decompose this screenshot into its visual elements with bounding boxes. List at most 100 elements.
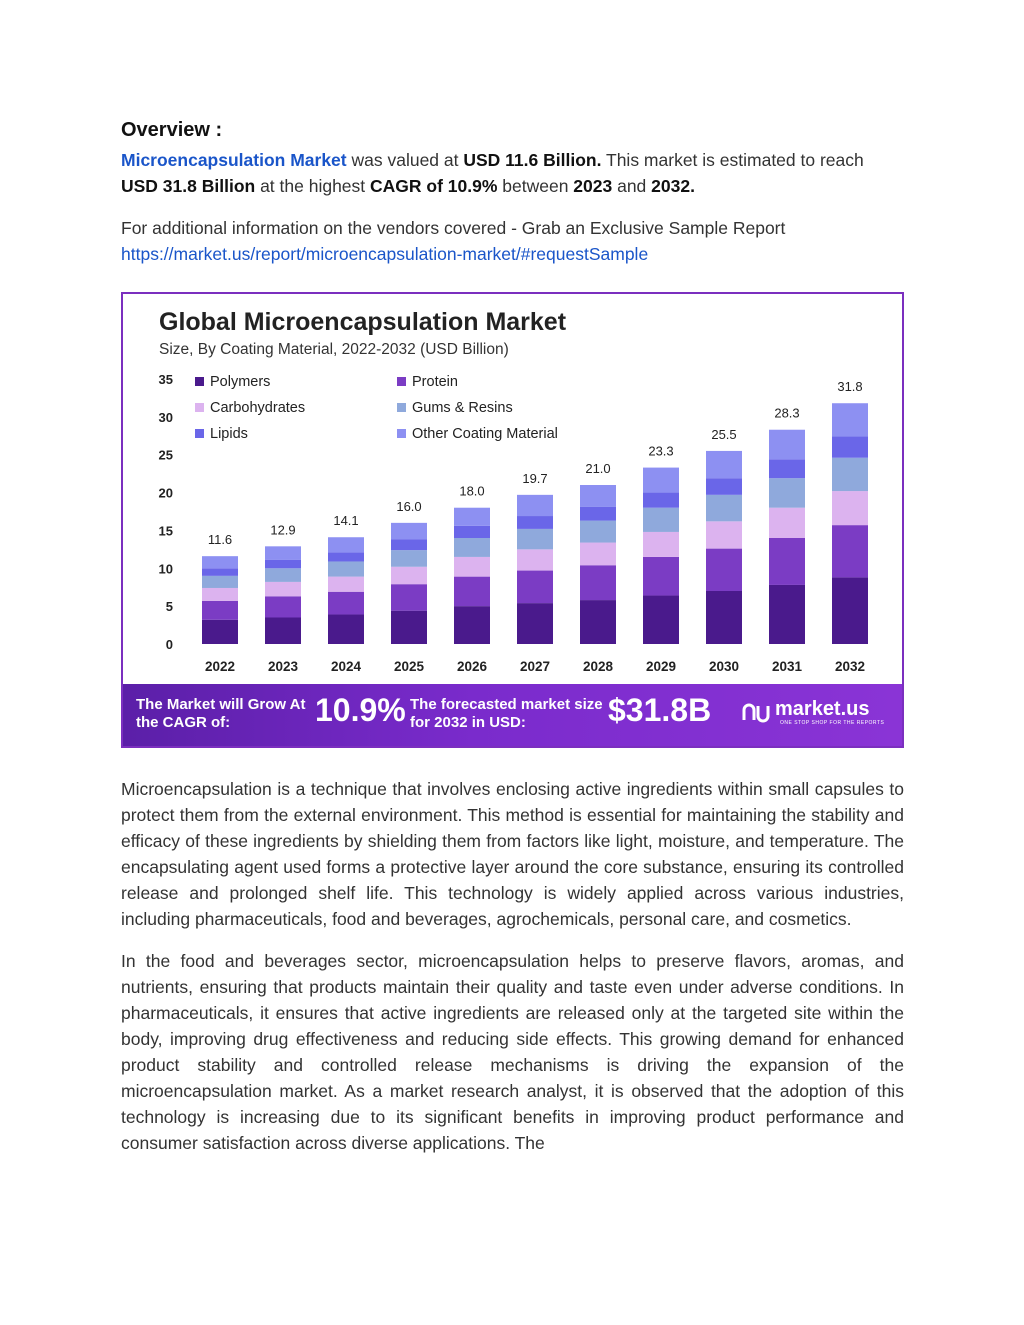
banner-forecast-text: The forecasted market size for 2032 in U…	[410, 696, 603, 731]
total-data-label: 25.5	[711, 427, 736, 442]
bar-segment	[202, 600, 238, 620]
bar-segment	[391, 566, 427, 585]
x-tick-label: 2026	[457, 659, 488, 674]
bar-segment	[580, 520, 616, 543]
legend-swatch	[195, 403, 204, 412]
legend-label: Polymers	[210, 374, 270, 390]
body-paragraph-1: Microencapsulation is a technique that i…	[121, 779, 904, 929]
bar-segment	[580, 565, 616, 601]
chart-title: Global Microencapsulation Market	[159, 308, 567, 336]
legend-swatch	[397, 403, 406, 412]
bar-segment	[454, 507, 490, 526]
bar-segment	[517, 549, 553, 571]
y-tick-label: 10	[159, 561, 173, 576]
bar-segment	[202, 568, 238, 576]
bar-segment	[769, 507, 805, 538]
total-data-label: 31.8	[837, 379, 862, 394]
legend-swatch	[397, 429, 406, 438]
total-data-label: 21.0	[585, 461, 610, 476]
total-data-label: 14.1	[333, 513, 358, 528]
bar-segment	[454, 556, 490, 577]
bar-segment	[454, 606, 490, 644]
bar-segment	[706, 494, 742, 522]
bar-segment	[202, 556, 238, 569]
bar-segment	[265, 596, 301, 618]
bar-segment	[454, 538, 490, 557]
market-us-logo-icon	[742, 703, 770, 723]
bar-segment	[202, 619, 238, 644]
bar-segment	[643, 507, 679, 532]
year-start: 2023	[573, 176, 613, 196]
bar-segment	[202, 575, 238, 588]
legend-label: Protein	[412, 374, 458, 390]
y-tick-label: 20	[159, 486, 173, 501]
y-tick-label: 35	[159, 372, 173, 387]
summary-banner: The Market will Grow At the CAGR of: 10.…	[123, 684, 902, 746]
total-data-label: 19.7	[522, 471, 547, 486]
bar-segment	[265, 617, 301, 644]
x-tick-label: 2029	[646, 659, 676, 674]
bar-segment	[517, 528, 553, 550]
bar-segment	[265, 581, 301, 597]
bar-segment	[832, 491, 868, 526]
bar-segment	[706, 450, 742, 479]
bar-segment	[580, 542, 616, 566]
total-data-label: 12.9	[270, 522, 295, 537]
legend-swatch	[195, 429, 204, 438]
x-tick-label: 2025	[394, 659, 425, 674]
legend-label: Lipids	[210, 426, 248, 442]
bar-segment	[328, 614, 364, 644]
legend-label: Gums & Resins	[412, 400, 513, 416]
bar-segment	[328, 537, 364, 553]
legend-swatch	[195, 377, 204, 386]
bar-segment	[328, 591, 364, 615]
value-2032: USD 31.8 Billion	[121, 176, 256, 196]
bar-segment	[769, 459, 805, 479]
bar-segment	[643, 467, 679, 493]
bar-segment	[832, 403, 868, 437]
total-data-label: 28.3	[774, 406, 799, 421]
bar-segment	[391, 522, 427, 540]
x-tick-label: 2027	[520, 659, 550, 674]
bar-segment	[643, 531, 679, 557]
bar-segment	[517, 570, 553, 604]
x-tick-label: 2032	[835, 659, 865, 674]
banner-forecast-value: $31.8B	[608, 692, 712, 728]
bar-segment	[769, 584, 805, 644]
bar-segment	[454, 576, 490, 607]
bar-segment	[454, 525, 490, 538]
bar-segment	[328, 552, 364, 562]
total-data-label: 23.3	[648, 444, 673, 459]
x-tick-label: 2022	[205, 659, 235, 674]
total-data-label: 11.6	[208, 532, 232, 547]
bar-segment	[706, 548, 742, 591]
banner-cagr-value: 10.9%	[315, 692, 406, 728]
overview-section: Overview : Microencapsulation Market was…	[121, 118, 904, 267]
overview-paragraph: Microencapsulation Market was valued at …	[121, 150, 864, 196]
chart-subtitle: Size, By Coating Material, 2022-2032 (US…	[159, 341, 509, 358]
x-tick-label: 2031	[772, 659, 803, 674]
legend-label: Carbohydrates	[210, 400, 305, 416]
total-data-label: 18.0	[459, 484, 484, 499]
market-link[interactable]: Microencapsulation Market	[121, 150, 347, 170]
bar-segment	[643, 492, 679, 508]
bar-segment	[391, 539, 427, 551]
y-tick-label: 5	[166, 599, 173, 614]
brand-name: market.us	[775, 698, 870, 720]
sample-report-link[interactable]: https://market.us/report/microencapsulat…	[121, 244, 649, 264]
year-end: 2032.	[651, 176, 695, 196]
y-tick-label: 0	[166, 637, 173, 652]
y-tick-label: 15	[159, 523, 173, 538]
vendors-text: For additional information on the vendor…	[121, 218, 786, 238]
bar-segment	[769, 429, 805, 460]
x-tick-label: 2030	[709, 659, 739, 674]
bar-segment	[265, 559, 301, 569]
brand-tagline: ONE STOP SHOP FOR THE REPORTS	[780, 720, 885, 726]
bar-segment	[769, 538, 805, 585]
value-2022: USD 11.6 Billion.	[463, 150, 602, 170]
legend-label: Other Coating Material	[412, 426, 558, 442]
bar-segment	[517, 494, 553, 517]
bar-segment	[832, 577, 868, 644]
bar-segment	[769, 478, 805, 508]
